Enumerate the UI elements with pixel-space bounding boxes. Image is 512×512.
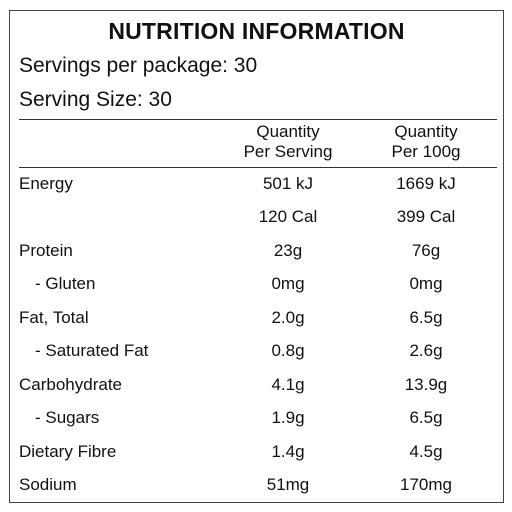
row-label: - Saturated Fat <box>35 341 149 360</box>
value-per-serving: 23g <box>273 241 303 260</box>
table-row-energy-cal: 120 Cal 399 Cal <box>19 204 497 230</box>
value-per-100g: 170mg <box>400 475 452 494</box>
table-row-sugars: - Sugars 1.9g 6.5g <box>19 405 497 431</box>
value-per-100g: 4.5g <box>409 442 443 461</box>
row-label: Carbohydrate <box>19 375 123 394</box>
column-header-per-serving-line1: Quantity <box>256 122 320 141</box>
value-per-serving: 0.8g <box>271 341 305 360</box>
value-per-100g: 399 Cal <box>396 207 456 226</box>
value-per-100g: 76g <box>411 241 441 260</box>
table-row-energy-kj: Energy 501 kJ 1669 kJ <box>19 171 497 197</box>
table-row-protein: Protein 23g 76g <box>19 238 497 264</box>
column-header-per-100g-line2: Per 100g <box>391 142 461 161</box>
row-label: Dietary Fibre <box>19 442 117 461</box>
column-header-per-serving-line2: Per Serving <box>243 142 333 161</box>
value-per-serving: 51mg <box>266 475 310 494</box>
value-per-100g: 6.5g <box>409 408 443 427</box>
value-per-100g: 0mg <box>409 274 443 293</box>
value-per-serving: 1.4g <box>271 442 305 461</box>
divider-header <box>19 167 497 168</box>
nutrition-panel: NUTRITION INFORMATION Servings per packa… <box>9 10 504 503</box>
value-per-100g: 2.6g <box>409 341 443 360</box>
value-per-serving: 120 Cal <box>258 207 318 226</box>
column-header-per-serving: Quantity Per Serving <box>228 122 348 162</box>
table-row-saturated-fat: - Saturated Fat 0.8g 2.6g <box>19 338 497 364</box>
value-per-serving: 4.1g <box>271 375 305 394</box>
row-label: Sodium <box>19 475 77 494</box>
row-label: Protein <box>19 241 73 260</box>
divider-top <box>19 119 497 120</box>
table-row-carbohydrate: Carbohydrate 4.1g 13.9g <box>19 372 497 398</box>
value-per-serving: 1.9g <box>271 408 305 427</box>
column-header-per-100g-line1: Quantity <box>394 122 458 141</box>
table-row-gluten: - Gluten 0mg 0mg <box>19 271 497 297</box>
table-row-dietary-fibre: Dietary Fibre 1.4g 4.5g <box>19 439 497 465</box>
row-label: - Sugars <box>35 408 100 427</box>
serving-size: Serving Size: 30 <box>19 88 172 111</box>
servings-per-package: Servings per package: 30 <box>19 54 258 77</box>
value-per-serving: 0mg <box>271 274 305 293</box>
value-per-serving: 501 kJ <box>262 174 314 193</box>
row-label: Energy <box>19 174 73 193</box>
value-per-100g: 13.9g <box>404 375 448 394</box>
table-row-sodium: Sodium 51mg 170mg <box>19 472 497 498</box>
row-label: - Gluten <box>35 274 96 293</box>
value-per-100g: 1669 kJ <box>396 174 456 193</box>
value-per-serving: 2.0g <box>271 308 305 327</box>
value-per-100g: 6.5g <box>409 308 443 327</box>
column-header-per-100g: Quantity Per 100g <box>366 122 486 162</box>
row-label: Fat, Total <box>19 308 89 327</box>
table-row-fat-total: Fat, Total 2.0g 6.5g <box>19 305 497 331</box>
panel-title: NUTRITION INFORMATION <box>108 18 405 44</box>
